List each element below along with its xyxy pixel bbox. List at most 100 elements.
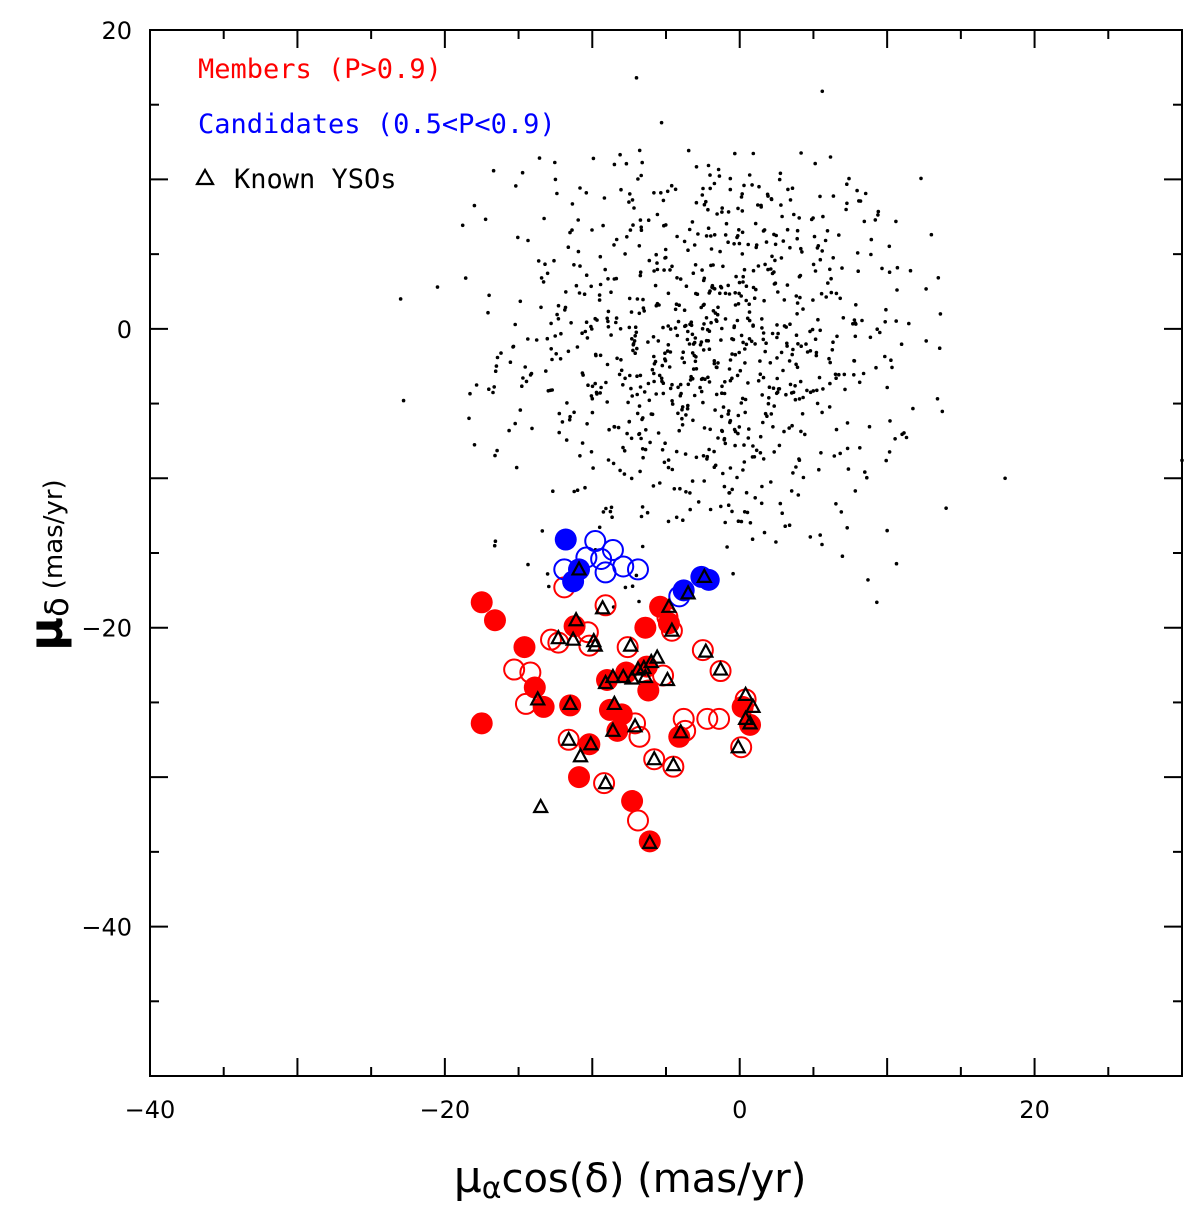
field-star-point	[761, 420, 765, 425]
field-star-point	[672, 487, 677, 491]
field-star-point	[733, 352, 738, 357]
field-star-point	[537, 156, 542, 160]
field-star-point	[699, 377, 704, 382]
field-star-point	[904, 435, 909, 440]
field-star-point	[726, 283, 730, 288]
field-star-point	[553, 334, 557, 338]
field-star-point	[709, 234, 713, 238]
field-star-point	[876, 213, 880, 217]
field-star-point	[550, 357, 554, 362]
field-star-point	[762, 298, 766, 303]
field-star-point	[760, 484, 764, 489]
field-star-point	[781, 368, 785, 373]
field-star-point	[435, 285, 440, 289]
field-star-point	[574, 283, 579, 288]
field-star-point	[580, 371, 585, 375]
field-star-point	[684, 490, 688, 494]
field-star-point	[798, 379, 803, 384]
field-star-point	[576, 218, 580, 222]
field-star-point	[540, 529, 545, 533]
field-star-point	[907, 321, 911, 326]
field-star-point	[618, 468, 622, 473]
field-star-point	[837, 372, 841, 377]
field-star-point	[495, 355, 500, 360]
field-star-point	[601, 223, 605, 228]
known-ysos-layer	[529, 560, 762, 849]
field-star-point	[733, 151, 737, 156]
field-star-point	[737, 228, 741, 232]
field-star-point	[831, 340, 835, 345]
field-star-point	[722, 391, 727, 396]
field-star-point	[706, 226, 711, 230]
field-star-point	[852, 358, 856, 363]
field-star-point	[576, 249, 581, 254]
field-star-point	[634, 76, 639, 80]
field-star-point	[820, 249, 824, 253]
field-star-point	[894, 319, 898, 323]
field-star-point	[791, 347, 795, 352]
field-star-point	[678, 277, 683, 281]
field-star-point	[589, 284, 593, 289]
field-star-point	[751, 324, 755, 328]
field-star-point	[692, 393, 697, 398]
field-star-point	[639, 514, 644, 519]
member-open-point	[691, 639, 714, 662]
field-star-point	[875, 600, 879, 605]
field-star-point	[656, 431, 661, 435]
axis-ticks	[149, 29, 1183, 1077]
field-star-point	[638, 469, 642, 474]
candidates-layer	[553, 528, 720, 608]
x-tick-label: −40	[125, 1096, 176, 1124]
field-star-point	[771, 386, 776, 391]
field-star-point	[719, 504, 723, 509]
field-star-point	[679, 391, 683, 396]
field-star-point	[487, 293, 491, 298]
field-star-point	[545, 271, 550, 276]
field-star-point	[693, 359, 698, 364]
field-star-point	[536, 259, 541, 263]
field-star-point	[691, 418, 695, 423]
field-star-point	[621, 445, 625, 450]
field-star-point	[628, 228, 633, 232]
field-star-point	[929, 232, 934, 237]
field-star-point	[605, 362, 610, 367]
field-star-point	[726, 210, 731, 214]
field-star-point	[747, 318, 752, 323]
field-star-point	[614, 320, 618, 325]
yso-triangle-point	[695, 567, 713, 584]
field-star-point	[702, 479, 706, 483]
field-star-point	[788, 382, 793, 387]
field-star-point	[696, 500, 701, 504]
field-star-point	[816, 317, 820, 322]
field-star-point	[642, 309, 646, 313]
field-star-point	[586, 383, 590, 388]
field-star-point	[902, 431, 906, 435]
field-star-point	[756, 379, 761, 383]
field-star-point	[486, 310, 490, 315]
field-star-point	[788, 245, 792, 250]
field-star-point	[747, 302, 751, 307]
yso-triangle-point	[729, 737, 747, 754]
field-star-point	[666, 465, 671, 470]
field-star-point	[599, 385, 603, 390]
field-star-point	[637, 148, 642, 153]
field-star-point	[858, 446, 862, 450]
field-star-point	[846, 467, 851, 471]
field-star-point	[811, 216, 815, 220]
field-star-point	[887, 244, 892, 249]
yso-triangle-point	[572, 746, 589, 763]
field-star-point	[667, 365, 672, 369]
field-star-point	[863, 191, 868, 196]
field-star-point	[728, 176, 733, 181]
field-star-point	[937, 346, 942, 351]
field-star-point	[813, 269, 818, 273]
field-star-point	[799, 344, 803, 349]
field-star-point	[628, 373, 632, 378]
field-star-point	[736, 302, 741, 306]
field-star-point	[778, 171, 783, 176]
field-star-point	[745, 510, 750, 515]
yso-triangle-point	[642, 652, 660, 669]
field-star-point	[621, 383, 625, 387]
field-star-point	[608, 509, 613, 514]
field-star-point	[777, 387, 782, 391]
